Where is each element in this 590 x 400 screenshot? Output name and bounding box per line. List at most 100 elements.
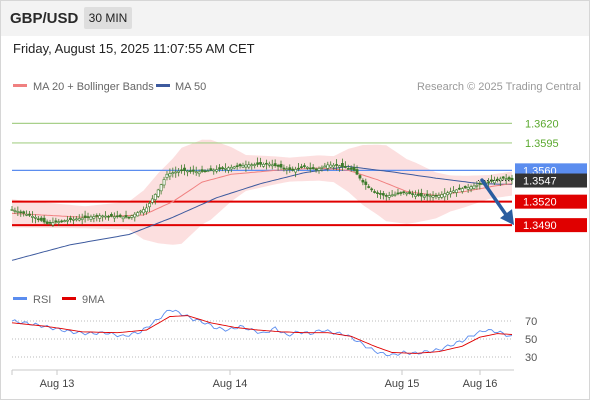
candle-body (33, 217, 37, 219)
candle-body (317, 168, 321, 171)
candle (449, 187, 452, 198)
candle (180, 164, 183, 174)
candle-body (370, 188, 374, 191)
candle-body (264, 162, 268, 165)
candle (478, 180, 482, 190)
candle-body (28, 213, 31, 216)
candle-body (311, 167, 315, 170)
candle (101, 214, 105, 222)
candle-body (45, 221, 49, 224)
candle (452, 186, 455, 194)
candle-body (434, 194, 438, 197)
candle-body (162, 179, 166, 186)
candle (381, 190, 385, 200)
candle (60, 219, 64, 223)
candle (457, 184, 461, 191)
candle (419, 188, 423, 202)
candle (367, 184, 371, 189)
timeframe-badge[interactable]: 30 MIN (84, 7, 132, 29)
candle (39, 215, 43, 223)
candle-body (373, 191, 376, 193)
ma50-legend-swatch (156, 84, 170, 87)
candle-body (186, 170, 189, 173)
candle (326, 161, 330, 172)
candle (376, 190, 379, 198)
candle (25, 210, 29, 217)
candle-body (101, 215, 105, 218)
candle-body (288, 167, 292, 170)
candle (341, 158, 344, 171)
candle (19, 209, 23, 217)
candle-body (244, 164, 248, 168)
candle-body (115, 215, 119, 218)
candle-body (19, 211, 23, 214)
candle (308, 162, 312, 173)
candle-body (507, 177, 511, 180)
candle-body (153, 194, 157, 200)
forecast-arrow-head (500, 209, 514, 226)
candle-body (232, 166, 236, 169)
candle (209, 165, 213, 172)
candle-body (343, 165, 347, 168)
candle-body (168, 173, 172, 177)
candle (355, 165, 359, 176)
candle (297, 163, 300, 172)
candle-body (13, 210, 17, 212)
candle (387, 191, 391, 201)
candle (253, 162, 257, 169)
candle (425, 190, 429, 201)
candle-body (156, 189, 160, 197)
candle (446, 190, 450, 200)
rsi-ma-legend-label: 9MA (82, 294, 105, 306)
candle-body (92, 216, 96, 219)
candle-body (323, 165, 327, 168)
candle-body (428, 195, 432, 198)
candle (247, 161, 251, 170)
candle (13, 207, 17, 214)
candle (133, 212, 137, 222)
candle (130, 214, 134, 220)
candle (373, 189, 376, 194)
candle (74, 216, 78, 222)
candle-body (197, 171, 201, 175)
candle-body (302, 165, 306, 167)
candle-body (215, 169, 219, 172)
candle (183, 164, 186, 176)
candle-body (262, 163, 265, 167)
candle (291, 166, 295, 172)
candle (434, 192, 438, 200)
symbol-title: GBP/USD (10, 10, 79, 27)
candle-body (437, 195, 441, 198)
candle-body (408, 191, 412, 194)
level-label-1.3520: 1.3520 (523, 197, 557, 209)
level-tag-1.3520 (515, 194, 587, 209)
candle-body (361, 179, 365, 183)
candle (150, 195, 154, 205)
candle-body (376, 192, 379, 194)
candle (36, 216, 40, 223)
candle-body (472, 185, 476, 189)
candle (156, 188, 160, 199)
candle-body (300, 166, 303, 168)
candle-body (142, 209, 145, 214)
candle-body (238, 164, 242, 167)
candle (250, 162, 254, 170)
candle-body (235, 165, 239, 167)
candle (469, 184, 473, 193)
candle-body (206, 170, 210, 173)
candle-body (405, 192, 409, 195)
candle (57, 218, 61, 226)
candle-body (387, 195, 391, 198)
candle (63, 219, 67, 223)
candle-body (194, 171, 198, 173)
candle (422, 193, 426, 201)
rsi-ma-line (11, 315, 513, 354)
candle (168, 168, 172, 180)
candle-body (203, 170, 207, 172)
candle-body (390, 194, 394, 197)
candle (235, 162, 239, 170)
candle (302, 163, 306, 169)
candle-body (200, 169, 204, 172)
candle (361, 178, 365, 186)
